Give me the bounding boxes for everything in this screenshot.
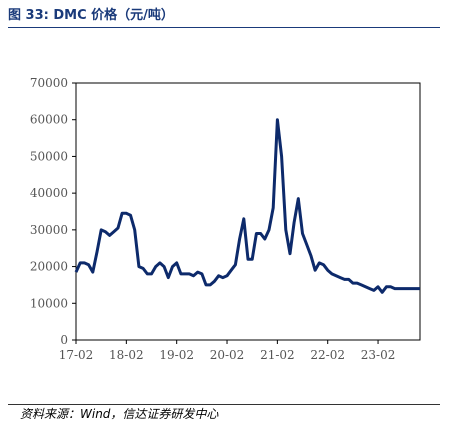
source-note: 资料来源：Wind，信达证券研发中心 — [20, 407, 219, 421]
x-tick-label: 21-02 — [260, 348, 295, 362]
y-axis-ticks: 0 10000 20000 30000 40000 50000 60000 70000 — [30, 76, 76, 347]
source-divider — [8, 404, 440, 405]
y-tick-label: 60000 — [30, 113, 68, 127]
x-tick-label: 19-02 — [159, 348, 194, 362]
chart-title: 图 33: DMC 价格（元/吨） — [8, 8, 174, 23]
price-series-line — [74, 118, 420, 294]
title-divider — [8, 27, 440, 28]
chart-axes — [75, 82, 421, 341]
x-tick-label: 17-02 — [59, 348, 94, 362]
x-tick-label: 22-02 — [310, 348, 345, 362]
x-tick-label: 23-02 — [361, 348, 396, 362]
x-tick-label: 18-02 — [109, 348, 144, 362]
line-chart: 0 10000 20000 30000 40000 50000 60000 70000 17-… — [30, 76, 421, 362]
x-axis-ticks: 17-02 18-02 19-02 20-02 21-02 22-02 23-02 — [59, 340, 396, 362]
y-tick-label: 40000 — [30, 186, 68, 200]
y-tick-label: 50000 — [30, 149, 68, 163]
y-tick-label: 0 — [60, 333, 68, 347]
y-tick-label: 10000 — [30, 296, 68, 310]
x-tick-label: 20-02 — [210, 348, 245, 362]
plot-frame — [75, 82, 421, 341]
y-tick-label: 30000 — [30, 223, 68, 237]
y-tick-label: 20000 — [30, 260, 68, 274]
y-tick-label: 70000 — [30, 76, 68, 90]
